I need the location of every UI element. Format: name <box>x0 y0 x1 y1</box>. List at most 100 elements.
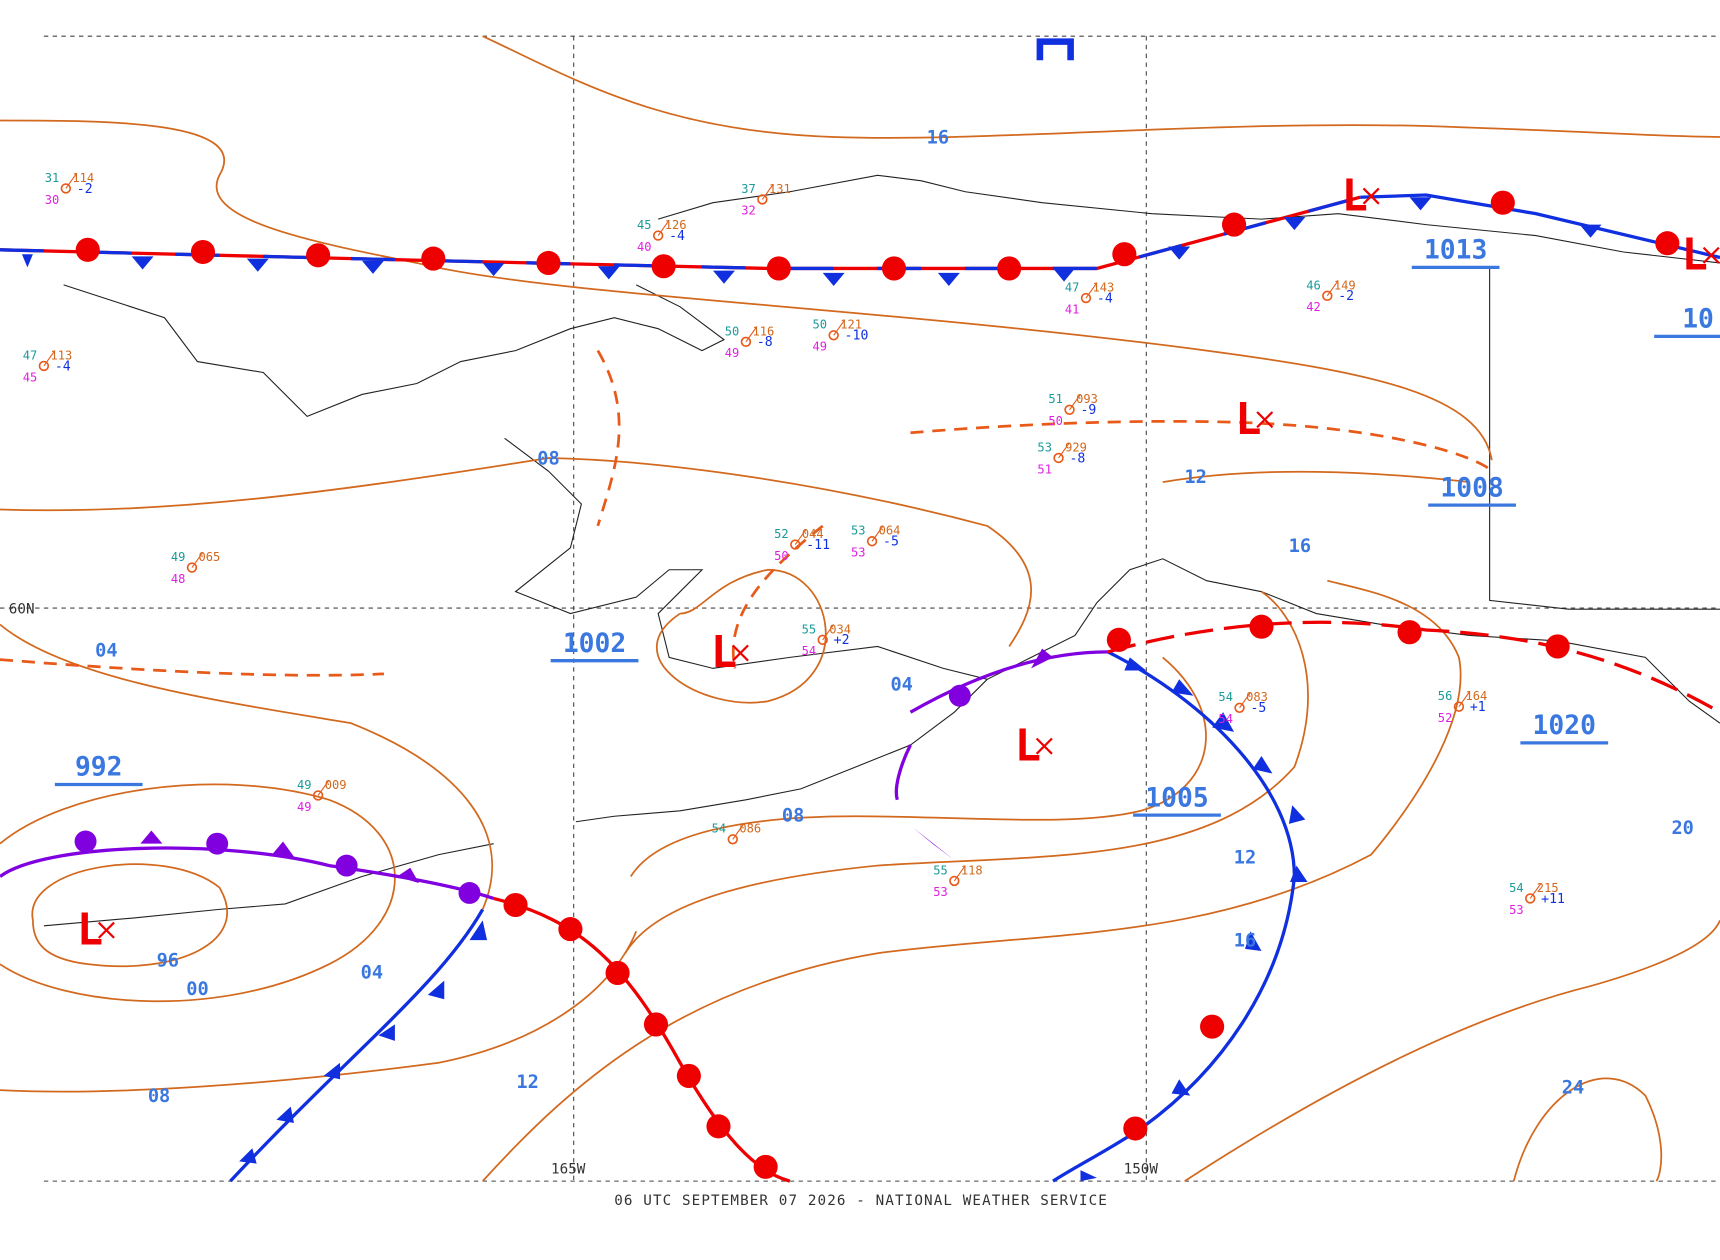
warm-symbol <box>753 1154 778 1179</box>
station-tendency: -10 <box>845 329 869 344</box>
occluded-front <box>894 744 912 801</box>
station-temp: 52 <box>774 527 789 541</box>
fronts <box>0 38 1720 1183</box>
station-pressure: 116 <box>753 324 775 338</box>
warm-front <box>493 896 791 1183</box>
station-dew: 50 <box>774 549 789 563</box>
occluded-symbol <box>948 684 971 707</box>
warm-symbol <box>1490 190 1515 215</box>
wind-barb <box>1529 882 1542 899</box>
station-temp: 31 <box>45 171 60 185</box>
isobar-label: 24 <box>1562 1077 1584 1098</box>
station: 47 113-4 45 <box>23 348 72 384</box>
station: 50 116-8 49 <box>725 324 774 360</box>
isobar <box>482 35 1720 139</box>
station: 53 064-5 53 <box>851 524 900 560</box>
coast <box>63 284 726 417</box>
station: 51 093-9 50 <box>1048 392 1097 428</box>
wind-barb <box>1458 691 1471 708</box>
warm-symbol <box>1249 614 1274 639</box>
station-dew: 52 <box>1438 711 1453 725</box>
station-pressure: 034 <box>829 622 851 636</box>
trough <box>0 658 384 677</box>
station-pressure: 164 <box>1466 689 1488 703</box>
pressure-center: 1002 <box>563 629 626 659</box>
warm-symbol <box>1655 231 1680 256</box>
isobar-label: 04 <box>95 640 117 661</box>
isobar-label: 12 <box>516 1072 538 1093</box>
low-marker: L <box>77 904 103 955</box>
front-symbols <box>75 190 1680 1179</box>
isobar <box>1162 470 1470 483</box>
station-tendency: -5 <box>883 535 899 550</box>
isobar <box>0 457 1032 647</box>
grid-label: 150W <box>1124 1161 1159 1177</box>
station-circle <box>1064 404 1075 415</box>
warm-symbol <box>503 892 528 918</box>
station-pressure: 093 <box>1076 392 1098 406</box>
station-tendency: -2 <box>1338 289 1354 304</box>
station-temp: 51 <box>1048 392 1063 406</box>
station-dew: 49 <box>725 346 740 360</box>
low-x <box>1702 246 1720 264</box>
station: 56 164+1 52 <box>1438 689 1487 725</box>
station-temp: 54 <box>712 822 727 836</box>
low-marker: L <box>1342 170 1368 221</box>
wind-barb <box>833 319 846 336</box>
wind-barb <box>953 865 966 882</box>
station-temp: 56 <box>1438 689 1453 703</box>
occluded-symbol <box>1031 648 1054 669</box>
station-circle <box>790 539 801 550</box>
station-circle <box>727 834 738 845</box>
wind-barb <box>1058 442 1070 459</box>
station-pressure: 149 <box>1334 278 1356 292</box>
station: 53 929-8 51 <box>1037 440 1086 476</box>
isobar-label: 08 <box>782 806 804 827</box>
station-temp: 49 <box>297 778 312 792</box>
station-tendency: -5 <box>1251 701 1267 716</box>
station-temp: 47 <box>1065 280 1080 294</box>
station-temp: 55 <box>933 863 948 877</box>
station-dew: 53 <box>851 546 866 560</box>
coast <box>504 437 1720 724</box>
isobar <box>629 656 1207 877</box>
station-temp: 49 <box>171 550 186 564</box>
cold-front <box>229 908 485 1183</box>
station-pressure: 083 <box>1246 690 1268 704</box>
warm-symbol <box>605 960 630 985</box>
station-dew: 48 <box>171 572 186 586</box>
wind-barb <box>191 551 204 568</box>
station: 55 034+2 54 <box>802 622 851 658</box>
warm-symbol <box>1221 212 1247 237</box>
warm-front <box>1107 620 1720 714</box>
isobar <box>1184 920 1720 1182</box>
station-tendency: +2 <box>834 633 850 648</box>
cold-front-segment <box>0 195 1361 271</box>
station-tendency: -9 <box>1080 403 1096 418</box>
coast <box>43 843 494 927</box>
warm-symbol <box>1397 620 1422 645</box>
station: 50 121-10 49 <box>813 318 869 354</box>
station-temp: 54 <box>1509 881 1524 895</box>
pressure-center: 992 <box>75 753 123 783</box>
station-pressure: 143 <box>1093 280 1115 294</box>
station-temp: 50 <box>725 324 740 338</box>
station-circle <box>1525 893 1536 904</box>
isobar-label: 96 <box>157 950 179 971</box>
warm-symbol <box>1200 1014 1225 1039</box>
station-circle <box>949 875 960 887</box>
isobar-label: 04 <box>890 674 912 695</box>
occluded-symbol <box>397 867 420 884</box>
low-x <box>1035 737 1053 755</box>
isobar <box>0 783 396 1003</box>
station-pressure: 044 <box>802 527 824 541</box>
station-pressure: 118 <box>961 863 983 877</box>
station: 47 143-4 41 <box>1065 280 1114 316</box>
station-dew: 54 <box>1218 712 1233 726</box>
station-tendency: +1 <box>1470 700 1486 715</box>
warm-symbol <box>881 256 907 281</box>
station-pressure: 121 <box>840 318 862 332</box>
low-x <box>1256 411 1274 429</box>
station-tendency: -4 <box>669 229 685 244</box>
